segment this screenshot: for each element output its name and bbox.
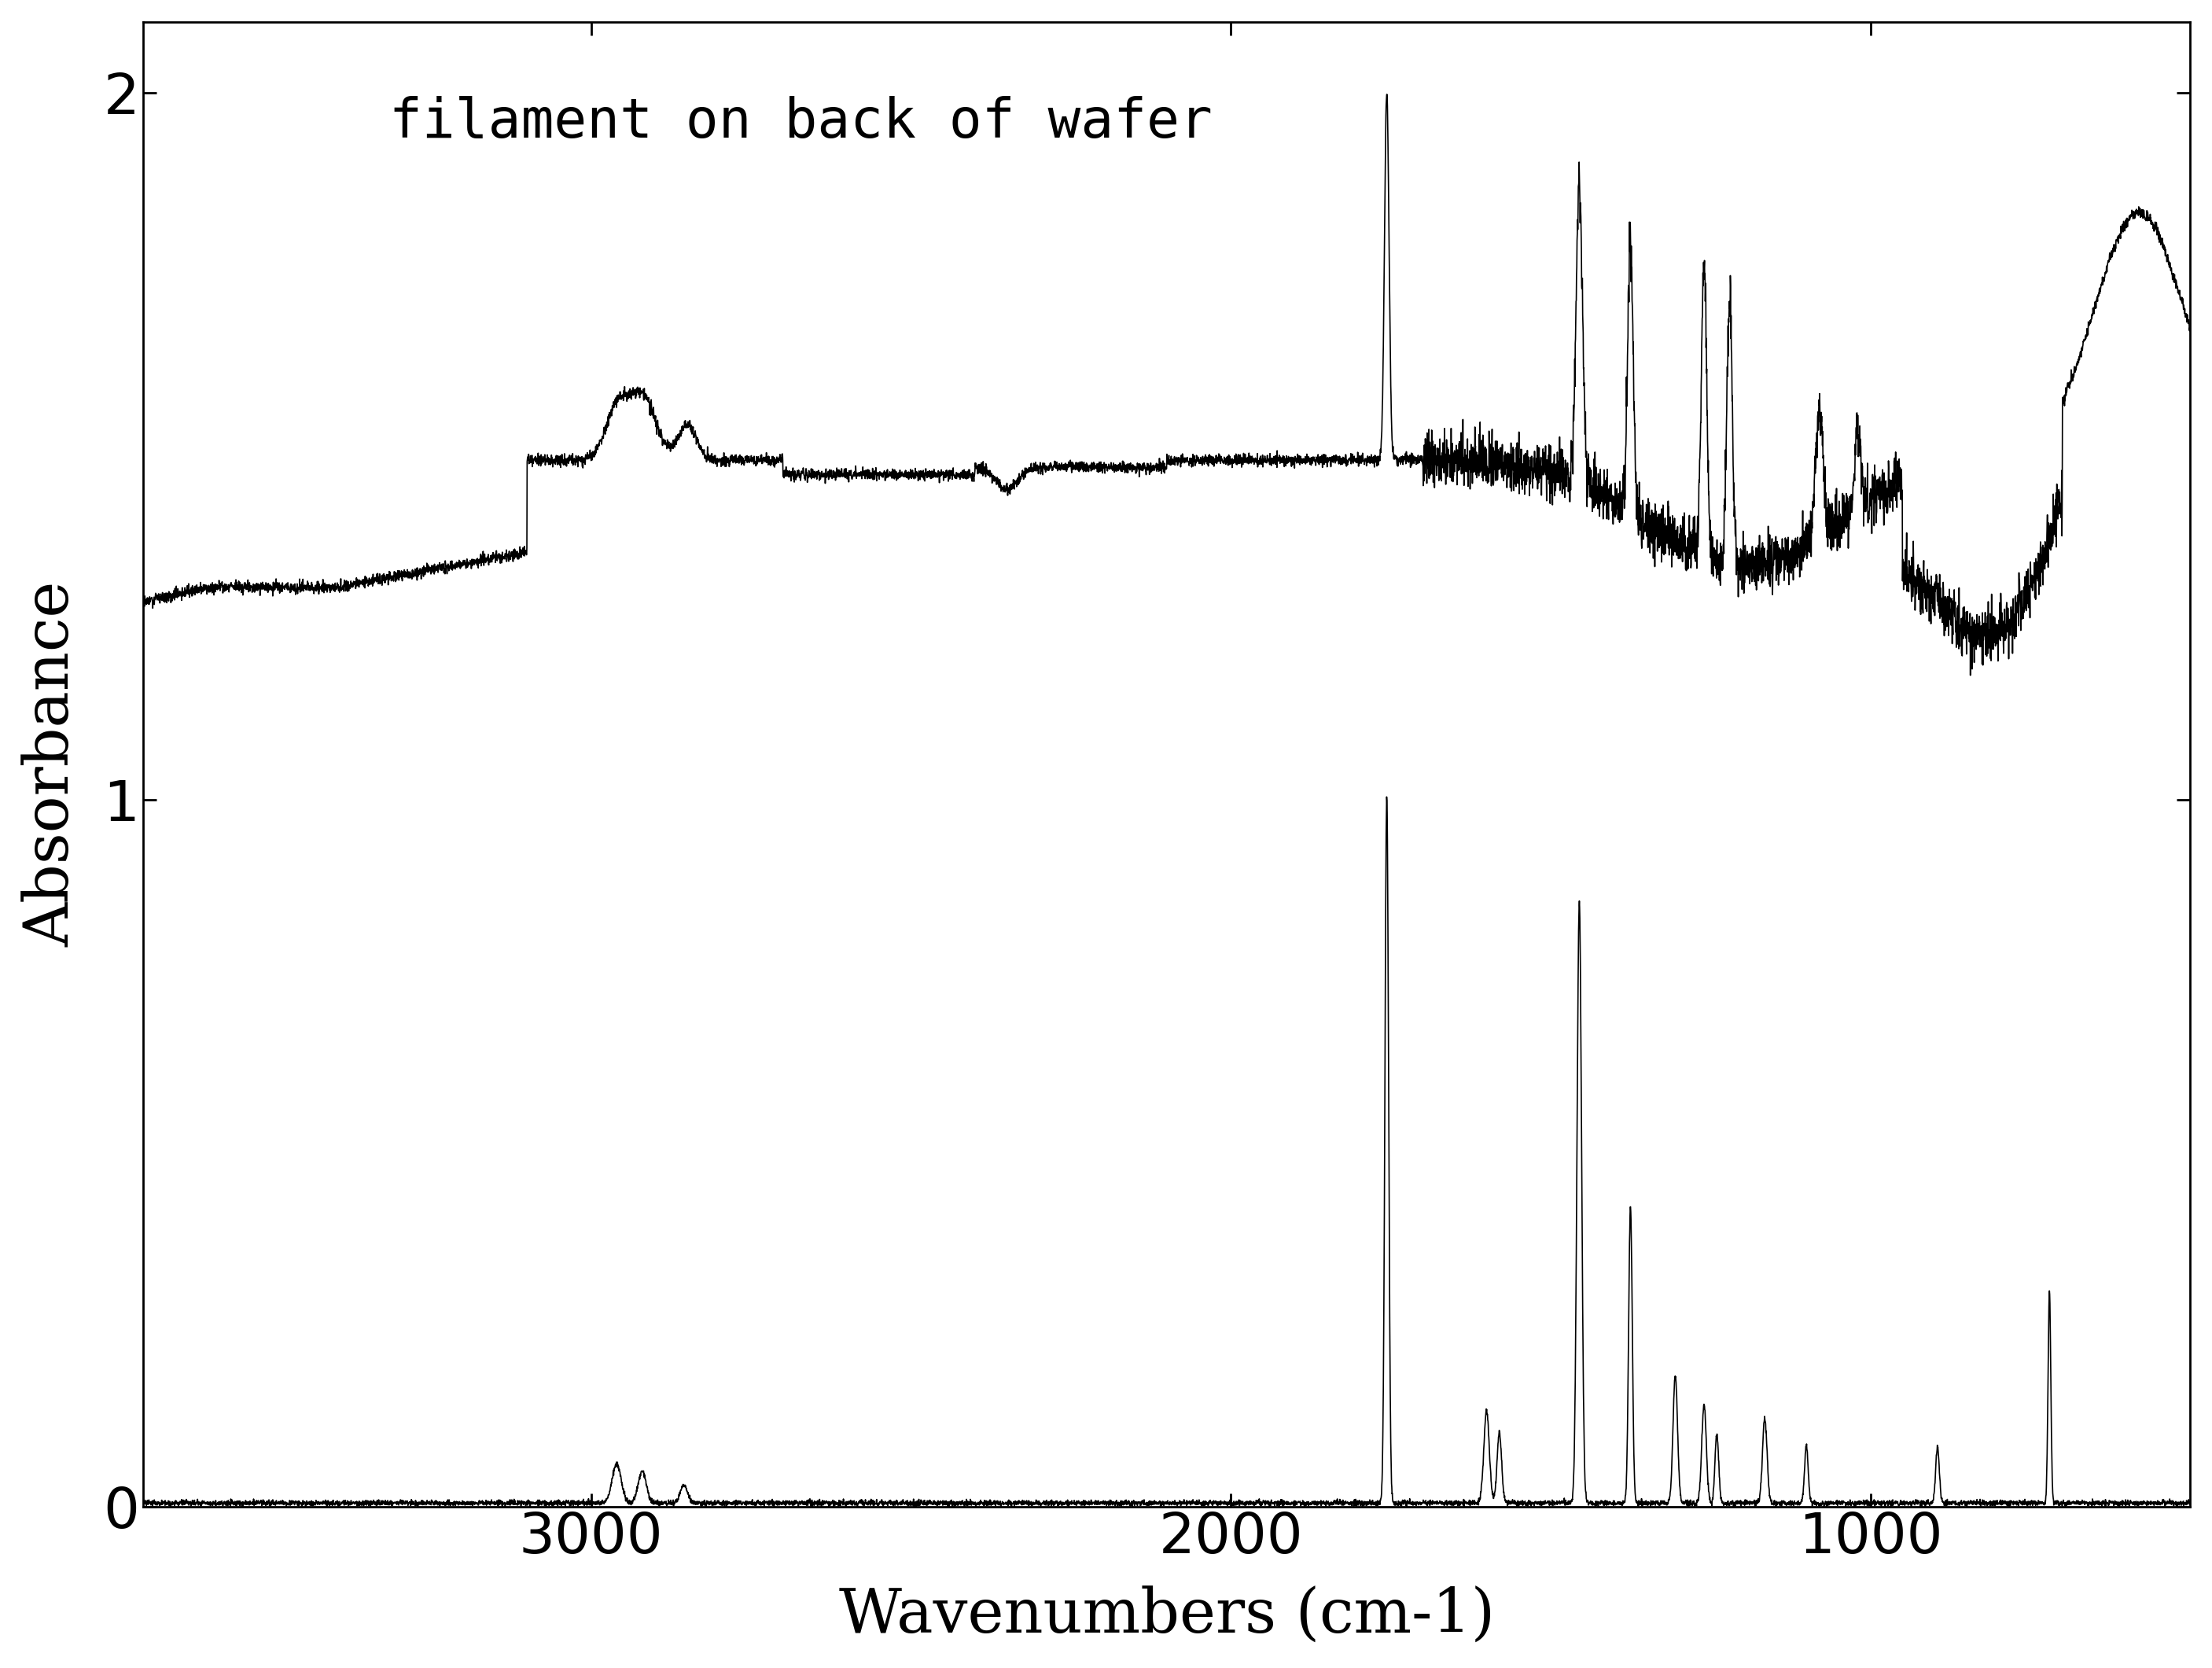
Y-axis label: Absorbance: Absorbance xyxy=(22,580,82,947)
Text: filament on back of wafer: filament on back of wafer xyxy=(389,97,1212,148)
X-axis label: Wavenumbers (cm-1): Wavenumbers (cm-1) xyxy=(838,1586,1495,1646)
